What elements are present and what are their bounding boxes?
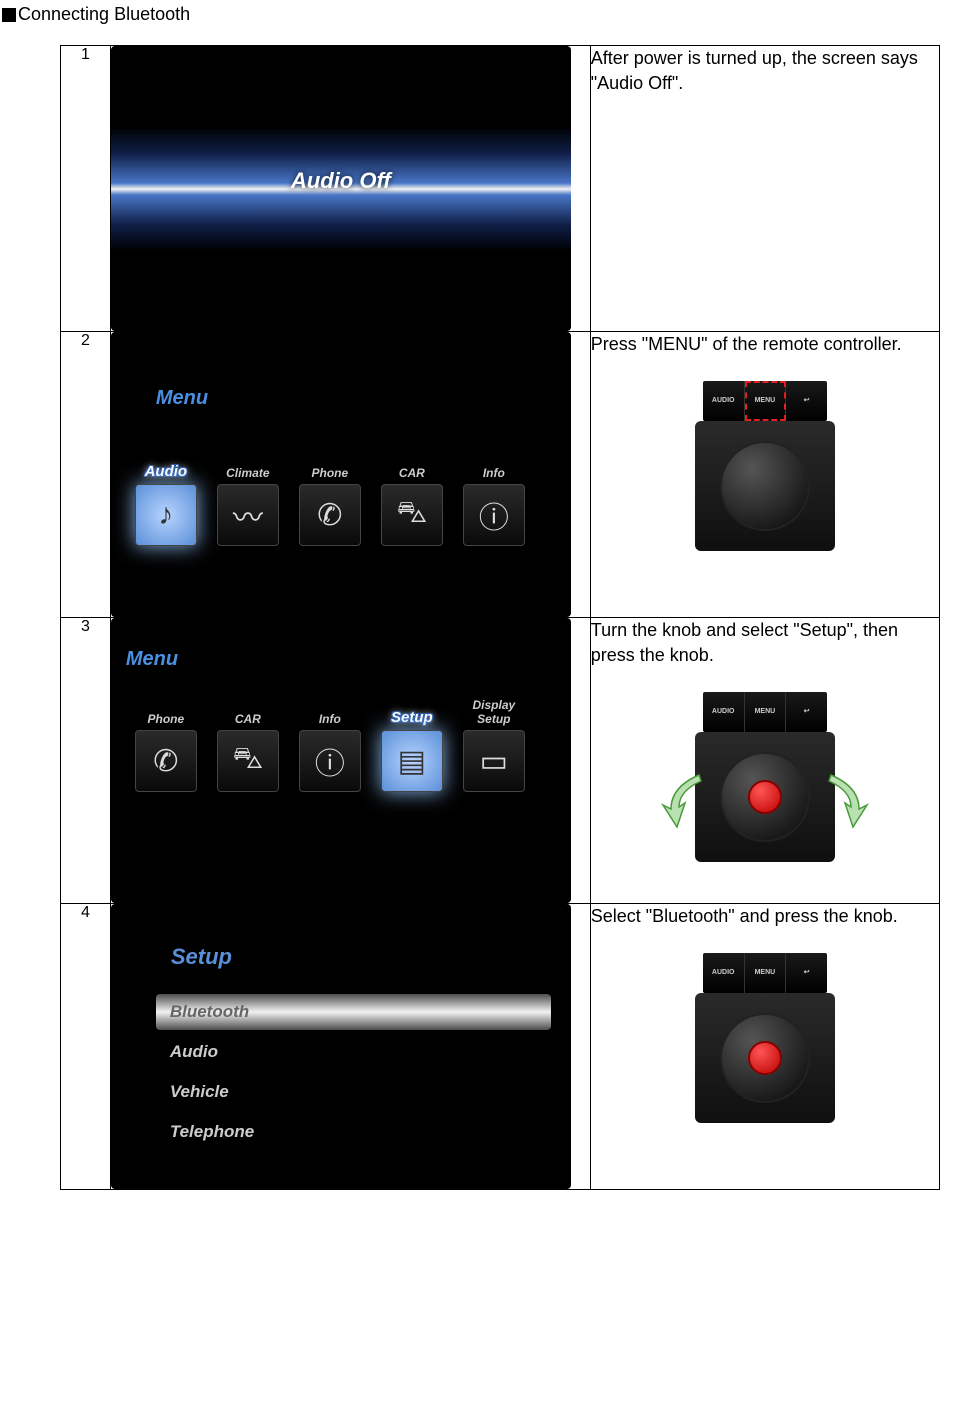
step-number: 4 (61, 904, 111, 1190)
table-row: 3 Menu Phone ✆ CAR ⛍ Info ⓘ Set (61, 618, 940, 904)
dial-press-indicator-icon (748, 1041, 782, 1075)
controller-button-row: AUDIO MENU ↩ (703, 381, 827, 421)
step-description: Turn the knob and select "Setup", then p… (591, 618, 939, 668)
controller-button-row: AUDIO MENU ↩ (703, 953, 827, 993)
step-description-cell: Press "MENU" of the remote controller. A… (590, 332, 939, 618)
controller-dial[interactable] (720, 752, 810, 842)
step-image-cell: Setup Bluetooth Audio Vehicle Telephone (110, 904, 590, 1190)
menu-item-climate[interactable]: Climate 〰 (213, 452, 283, 546)
audio-button[interactable]: AUDIO (703, 953, 745, 993)
menu-item-icon: ▤ (381, 730, 443, 792)
remote-controller-image: AUDIO MENU ↩ (591, 692, 939, 872)
menu-item-label: Phone (311, 452, 348, 480)
step-description: After power is turned up, the screen say… (591, 46, 939, 96)
menu-item-icon: ⛍ (217, 730, 279, 792)
menu-title: Menu (126, 648, 178, 671)
menu-item-info[interactable]: Info ⓘ (295, 698, 365, 792)
menu-icon-row: Audio ♪ Climate 〰 Phone ✆ CAR ⛍ Info ⓘ (131, 452, 529, 546)
back-button[interactable]: ↩ (786, 692, 827, 732)
controller-button-row: AUDIO MENU ↩ (703, 692, 827, 732)
menu-button[interactable]: MENU (745, 381, 787, 421)
menu-item-label: Info (483, 452, 505, 480)
setup-title: Setup (171, 944, 232, 970)
menu-item-audio[interactable]: Audio ♪ (131, 452, 201, 546)
table-row: 2 Menu Audio ♪ Climate 〰 Phone ✆ (61, 332, 940, 618)
menu-item-phone[interactable]: Phone ✆ (131, 698, 201, 792)
back-button[interactable]: ↩ (786, 953, 827, 993)
setup-item-bluetooth[interactable]: Bluetooth (156, 994, 551, 1030)
table-row: 1 Audio Off After power is turned up, th… (61, 46, 940, 332)
rotate-right-arrow-icon (817, 767, 871, 844)
audio-off-label: Audio Off (291, 168, 391, 194)
steps-table: 1 Audio Off After power is turned up, th… (60, 45, 940, 1190)
menu-item-icon: ⛍ (381, 484, 443, 546)
remote-controller-image: AUDIO MENU ↩ (591, 953, 939, 1133)
step-number: 3 (61, 618, 111, 904)
controller-dial[interactable] (720, 1013, 810, 1103)
menu-item-label: Phone (147, 698, 184, 726)
menu-item-info[interactable]: Info ⓘ (459, 452, 529, 546)
step-description: Press "MENU" of the remote controller. (591, 332, 939, 357)
step-description: Select "Bluetooth" and press the knob. (591, 904, 939, 929)
step-image-cell: Menu Audio ♪ Climate 〰 Phone ✆ CAR ⛍ (110, 332, 590, 618)
setup-item-audio[interactable]: Audio (156, 1034, 551, 1070)
header-bullet-icon (2, 8, 16, 22)
step-description-cell: Turn the knob and select "Setup", then p… (590, 618, 939, 904)
audio-button[interactable]: AUDIO (703, 692, 745, 732)
menu-item-label: CAR (399, 452, 425, 480)
back-button[interactable]: ↩ (786, 381, 827, 421)
menu-item-label: Climate (226, 452, 269, 480)
menu-item-car[interactable]: CAR ⛍ (213, 698, 283, 792)
menu-button[interactable]: MENU (745, 953, 787, 993)
menu-item-label: Audio (145, 452, 188, 480)
menu-item-icon: ✆ (299, 484, 361, 546)
setup-list: Bluetooth Audio Vehicle Telephone (156, 994, 551, 1154)
page-title: Connecting Bluetooth (18, 4, 190, 25)
menu-item-icon: ⓘ (299, 730, 361, 792)
menu-item-icon: ✆ (135, 730, 197, 792)
audio-button[interactable]: AUDIO (703, 381, 745, 421)
menu-item-display-setup[interactable]: Display Setup ▭ (459, 698, 529, 792)
menu-item-label: Setup (391, 698, 433, 726)
menu-button[interactable]: MENU (745, 692, 787, 732)
remote-controller-image: AUDIO MENU ↩ (591, 381, 939, 561)
step-description-cell: After power is turned up, the screen say… (590, 46, 939, 332)
menu-item-setup[interactable]: Setup ▤ (377, 698, 447, 792)
menu-item-car[interactable]: CAR ⛍ (377, 452, 447, 546)
menu-item-icon: ▭ (463, 730, 525, 792)
setup-item-telephone[interactable]: Telephone (156, 1114, 551, 1150)
dial-press-indicator-icon (748, 780, 782, 814)
step-image-cell: Audio Off (110, 46, 590, 332)
infotainment-screen: Audio Off (111, 46, 571, 331)
rotate-left-arrow-icon (659, 767, 713, 844)
setup-item-vehicle[interactable]: Vehicle (156, 1074, 551, 1110)
step-image-cell: Menu Phone ✆ CAR ⛍ Info ⓘ Setup ▤ (110, 618, 590, 904)
step-description-cell: Select "Bluetooth" and press the knob. A… (590, 904, 939, 1190)
menu-icon-row: Phone ✆ CAR ⛍ Info ⓘ Setup ▤ Display Set… (131, 698, 529, 792)
controller-dial[interactable] (720, 441, 810, 531)
menu-item-icon: ♪ (135, 484, 197, 546)
step-number: 2 (61, 332, 111, 618)
menu-item-icon: ⓘ (463, 484, 525, 546)
menu-item-icon: 〰 (217, 484, 279, 546)
menu-item-phone[interactable]: Phone ✆ (295, 452, 365, 546)
menu-item-label: CAR (235, 698, 261, 726)
infotainment-screen: Menu Audio ♪ Climate 〰 Phone ✆ CAR ⛍ (111, 332, 571, 617)
menu-title: Menu (156, 387, 208, 410)
table-row: 4 Setup Bluetooth Audio Vehicle Telephone S… (61, 904, 940, 1190)
menu-item-label: Info (319, 698, 341, 726)
page-header: Connecting Bluetooth (0, 0, 957, 45)
infotainment-screen: Setup Bluetooth Audio Vehicle Telephone (111, 904, 571, 1189)
infotainment-screen: Menu Phone ✆ CAR ⛍ Info ⓘ Setup ▤ (111, 618, 571, 903)
step-number: 1 (61, 46, 111, 332)
menu-item-label: Display Setup (459, 698, 529, 726)
